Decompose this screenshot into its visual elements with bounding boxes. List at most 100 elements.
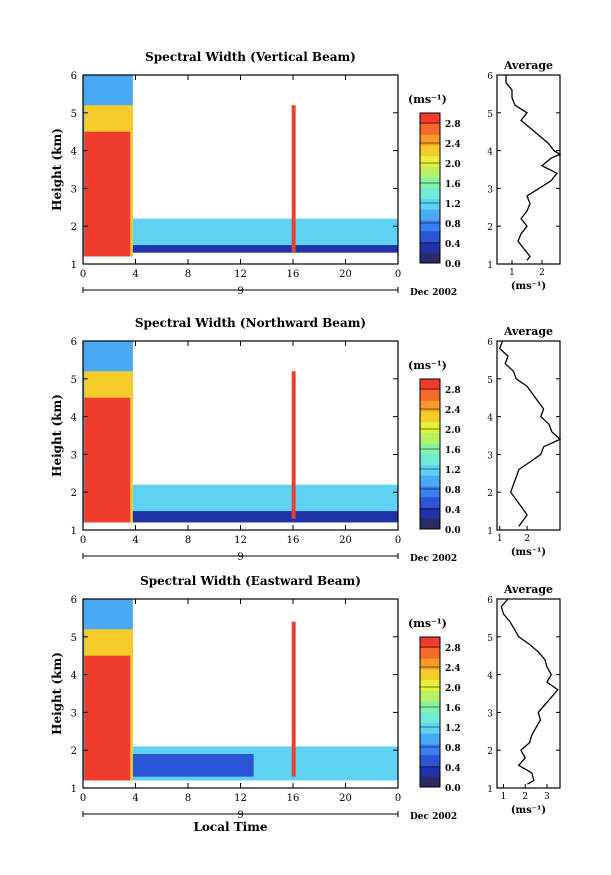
colorbar-tick-label: 0.8 xyxy=(445,744,461,754)
y-tick-label: 2 xyxy=(71,222,77,233)
profile-y-tick-label: 4 xyxy=(487,148,493,158)
x-tick-label: 0 xyxy=(80,535,86,546)
colorbar-swatch xyxy=(420,241,440,253)
x-tick-label: 20 xyxy=(339,535,352,546)
profile-y-tick-label: 6 xyxy=(487,596,493,606)
colorbar-swatch xyxy=(420,518,440,530)
colorbar-tick-label: 1.6 xyxy=(445,446,461,456)
colorbar-swatch xyxy=(420,123,440,135)
colorbar-swatch xyxy=(420,166,440,178)
x-tick-label: 4 xyxy=(132,269,138,280)
colorbar: (ms⁻¹) 0.0 0.4 0.8 1.2 1.6 2.0 2.4 2.8 xyxy=(408,617,461,794)
heatmap-region xyxy=(84,131,131,257)
profile-y-tick-label: 5 xyxy=(487,376,493,386)
y-tick-label: 3 xyxy=(71,450,77,461)
x-tick-label: 16 xyxy=(287,535,300,546)
profile-y-tick-label: 1 xyxy=(487,785,493,795)
x-tick-label: 20 xyxy=(339,793,352,804)
heatmap-region xyxy=(84,655,131,781)
colorbar-tick-label: 2.0 xyxy=(445,160,461,170)
colorbar-swatch xyxy=(420,475,440,487)
profile-y-tick-label: 3 xyxy=(487,451,493,461)
profile-y-tick-label: 2 xyxy=(487,489,493,499)
panel-title: Spectral Width (Eastward Beam) xyxy=(140,574,361,588)
profile-x-tick-label: 1 xyxy=(501,792,507,802)
colorbar-tick-label: 0.4 xyxy=(445,764,461,774)
x-tick-label: 0 xyxy=(80,269,86,280)
y-tick-label: 6 xyxy=(71,71,77,82)
colorbar-tick-label: 0.4 xyxy=(445,240,461,250)
colorbar-swatch xyxy=(420,722,440,734)
colorbar-tick-label: 0.4 xyxy=(445,506,461,516)
day-label: 9 xyxy=(237,552,243,563)
colorbar-swatch xyxy=(420,421,440,433)
colorbar-swatch xyxy=(420,252,440,264)
x-tick-label: 12 xyxy=(234,535,247,546)
day-label: 9 xyxy=(237,810,243,821)
colorbar-tick-label: 2.8 xyxy=(445,120,461,130)
panel-title: Spectral Width (Northward Beam) xyxy=(135,316,366,330)
x-tick-label: 0 xyxy=(395,793,401,804)
date-label: Dec 2002 xyxy=(410,554,457,564)
y-tick-label: 4 xyxy=(71,147,77,158)
colorbar-swatch xyxy=(420,454,440,466)
profile-y-tick-label: 5 xyxy=(487,110,493,120)
colorbar-swatch xyxy=(420,647,440,659)
heatmap-region xyxy=(291,105,296,253)
x-tick-label: 8 xyxy=(185,269,191,280)
colorbar-swatch xyxy=(420,486,440,498)
y-tick-label: 1 xyxy=(71,784,77,795)
panel-3: Spectral Width (Eastward Beam)0 4 8 12 16 20 0… xyxy=(50,574,561,834)
profile-y-tick-label: 5 xyxy=(487,634,493,644)
profile-y-tick-label: 4 xyxy=(487,414,493,424)
colorbar-tick-label: 0.0 xyxy=(445,260,461,270)
y-tick-label: 2 xyxy=(71,488,77,499)
x-tick-label: 0 xyxy=(395,535,401,546)
panel-title: Spectral Width (Vertical Beam) xyxy=(145,50,356,64)
colorbar: (ms⁻¹) 0.0 0.4 0.8 1.2 1.6 2.0 2.4 2.8 xyxy=(408,359,461,536)
colorbar-tick-label: 0.0 xyxy=(445,784,461,794)
colorbar-tick-label: 2.0 xyxy=(445,426,461,436)
x-tick-label: 20 xyxy=(339,269,352,280)
heatmap-region xyxy=(291,371,296,519)
profile-frame xyxy=(496,74,561,265)
profile-x-tick-label: 3 xyxy=(544,792,550,802)
profile-x-label: (ms⁻¹) xyxy=(511,281,546,292)
y-tick-label: 5 xyxy=(71,375,77,386)
average-profile: Average 1 2 3 4 5 6 1 2 (ms⁻¹) xyxy=(487,325,562,558)
y-tick-label: 5 xyxy=(71,633,77,644)
colorbar-swatch xyxy=(420,658,440,670)
y-tick-label: 1 xyxy=(71,526,77,537)
profile-y-tick-label: 3 xyxy=(487,709,493,719)
x-tick-label: 4 xyxy=(132,535,138,546)
profile-frame xyxy=(496,340,561,531)
x-tick-label: 16 xyxy=(287,793,300,804)
heatmap-regions xyxy=(83,599,398,781)
colorbar-swatch xyxy=(420,198,440,210)
colorbar-tick-label: 1.6 xyxy=(445,704,461,714)
colorbar-swatch xyxy=(420,389,440,401)
average-profile: Average 1 2 3 4 5 6 1 2 (ms⁻¹) xyxy=(487,59,562,292)
x-tick-label: 12 xyxy=(234,269,247,280)
heatmap-regions xyxy=(83,75,398,257)
profile-y-tick-label: 4 xyxy=(487,672,493,682)
colorbar-swatch xyxy=(420,637,440,649)
colorbar-swatch xyxy=(420,155,440,167)
date-label: Dec 2002 xyxy=(410,288,457,298)
heatmap-region xyxy=(84,397,131,523)
colorbar-swatch xyxy=(420,464,440,476)
profile-title: Average xyxy=(503,59,553,72)
profile-y-tick-label: 6 xyxy=(487,72,493,82)
x-tick-label: 12 xyxy=(234,793,247,804)
colorbar-swatch xyxy=(420,496,440,508)
colorbar-swatch xyxy=(420,134,440,146)
colorbar-tick-label: 0.8 xyxy=(445,220,461,230)
profile-x-tick-label: 1 xyxy=(509,268,515,278)
profile-title: Average xyxy=(503,583,553,596)
colorbar-swatch xyxy=(420,690,440,702)
y-tick-label: 1 xyxy=(71,260,77,271)
colorbar-tick-label: 2.8 xyxy=(445,386,461,396)
profile-x-tick-label: 2 xyxy=(522,792,528,802)
colorbar-tick-label: 2.8 xyxy=(445,644,461,654)
y-axis-label: Height (km) xyxy=(50,394,64,477)
